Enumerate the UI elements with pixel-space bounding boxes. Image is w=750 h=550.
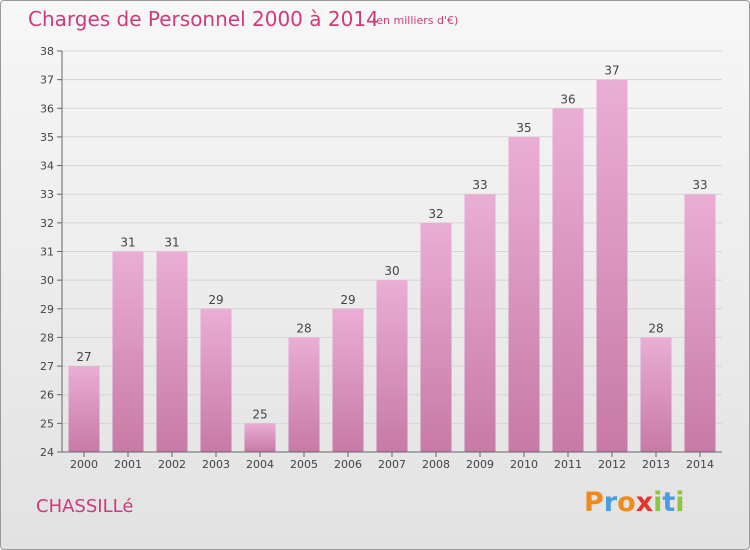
bar: [684, 194, 716, 452]
y-tick-label: 24: [40, 446, 54, 459]
y-tick-label: 29: [40, 303, 54, 316]
x-tick-label: 2013: [642, 458, 670, 471]
logo-letter: t: [662, 487, 676, 518]
logo-letter: i: [653, 487, 663, 518]
bar: [244, 423, 276, 452]
x-tick-label: 2003: [202, 458, 230, 471]
bar-value-label: 25: [252, 407, 267, 421]
logo-letter: P: [584, 487, 604, 518]
bar-value-label: 33: [472, 178, 487, 192]
bar-value-label: 28: [648, 321, 663, 335]
x-tick-label: 2006: [334, 458, 362, 471]
bar: [68, 366, 100, 452]
bar-value-label: 30: [384, 264, 399, 278]
x-tick-label: 2008: [422, 458, 450, 471]
logo-letter: i: [675, 487, 685, 518]
chart-title: Charges de Personnel 2000 à 2014: [28, 7, 379, 31]
proxiti-logo: Proxiti: [584, 487, 685, 518]
y-tick-label: 38: [40, 45, 54, 58]
bar-value-label: 28: [296, 321, 311, 335]
x-tick-label: 2011: [554, 458, 582, 471]
bar: [420, 222, 452, 452]
y-tick-label: 34: [40, 160, 54, 173]
commune-name: CHASSILLé: [36, 496, 134, 517]
bar: [376, 280, 408, 452]
x-tick-label: 2014: [686, 458, 714, 471]
logo-letter: x: [635, 487, 654, 518]
bar: [112, 251, 144, 452]
chart-subtitle: (en milliers d'€): [372, 14, 459, 27]
x-tick-label: 2000: [70, 458, 98, 471]
bar-value-label: 29: [208, 293, 223, 307]
bar-value-label: 35: [516, 121, 531, 135]
bar-value-label: 36: [560, 92, 575, 106]
y-tick-label: 32: [40, 217, 54, 230]
y-tick-label: 31: [40, 246, 54, 259]
bar: [508, 136, 540, 452]
bar-value-label: 31: [120, 236, 135, 250]
bar-value-label: 29: [340, 293, 355, 307]
bars: [68, 79, 716, 453]
bar-value-label: 32: [428, 207, 443, 221]
bar-value-label: 31: [164, 236, 179, 250]
bar: [464, 194, 496, 452]
x-tick-label: 2009: [466, 458, 494, 471]
bar: [156, 251, 188, 452]
y-tick-label: 30: [40, 274, 54, 287]
x-tick-label: 2007: [378, 458, 406, 471]
bar: [640, 337, 672, 452]
y-tick-label: 35: [40, 131, 54, 144]
logo-letter: o: [617, 487, 636, 518]
bar: [288, 337, 320, 452]
bar-value-label: 27: [76, 350, 91, 364]
x-tick-label: 2012: [598, 458, 626, 471]
y-tick-label: 26: [40, 389, 54, 402]
x-tick-label: 2002: [158, 458, 186, 471]
y-tick-label: 28: [40, 331, 54, 344]
bar: [200, 308, 232, 452]
y-tick-label: 37: [40, 74, 54, 87]
bar: [332, 308, 364, 452]
bar-value-label: 33: [692, 178, 707, 192]
bar: [596, 79, 628, 453]
y-tick-label: 33: [40, 188, 54, 201]
data-labels: 27 31 31 29 25 28 29 30 32 33 35 36 37 28 33: [76, 64, 707, 422]
x-tick-label: 2004: [246, 458, 274, 471]
axes: 24 25 26 27 28 29 30 31 32 33 34 35 36 37 38 2000 2001 20…: [40, 45, 722, 471]
logo-letter: r: [603, 487, 618, 518]
y-tick-label: 25: [40, 417, 54, 430]
x-tick-label: 2001: [114, 458, 142, 471]
x-tick-label: 2005: [290, 458, 318, 471]
bar-value-label: 37: [604, 64, 619, 78]
y-tick-label: 27: [40, 360, 54, 373]
x-tick-label: 2010: [510, 458, 538, 471]
y-tick-label: 36: [40, 102, 54, 115]
bar: [552, 108, 584, 453]
